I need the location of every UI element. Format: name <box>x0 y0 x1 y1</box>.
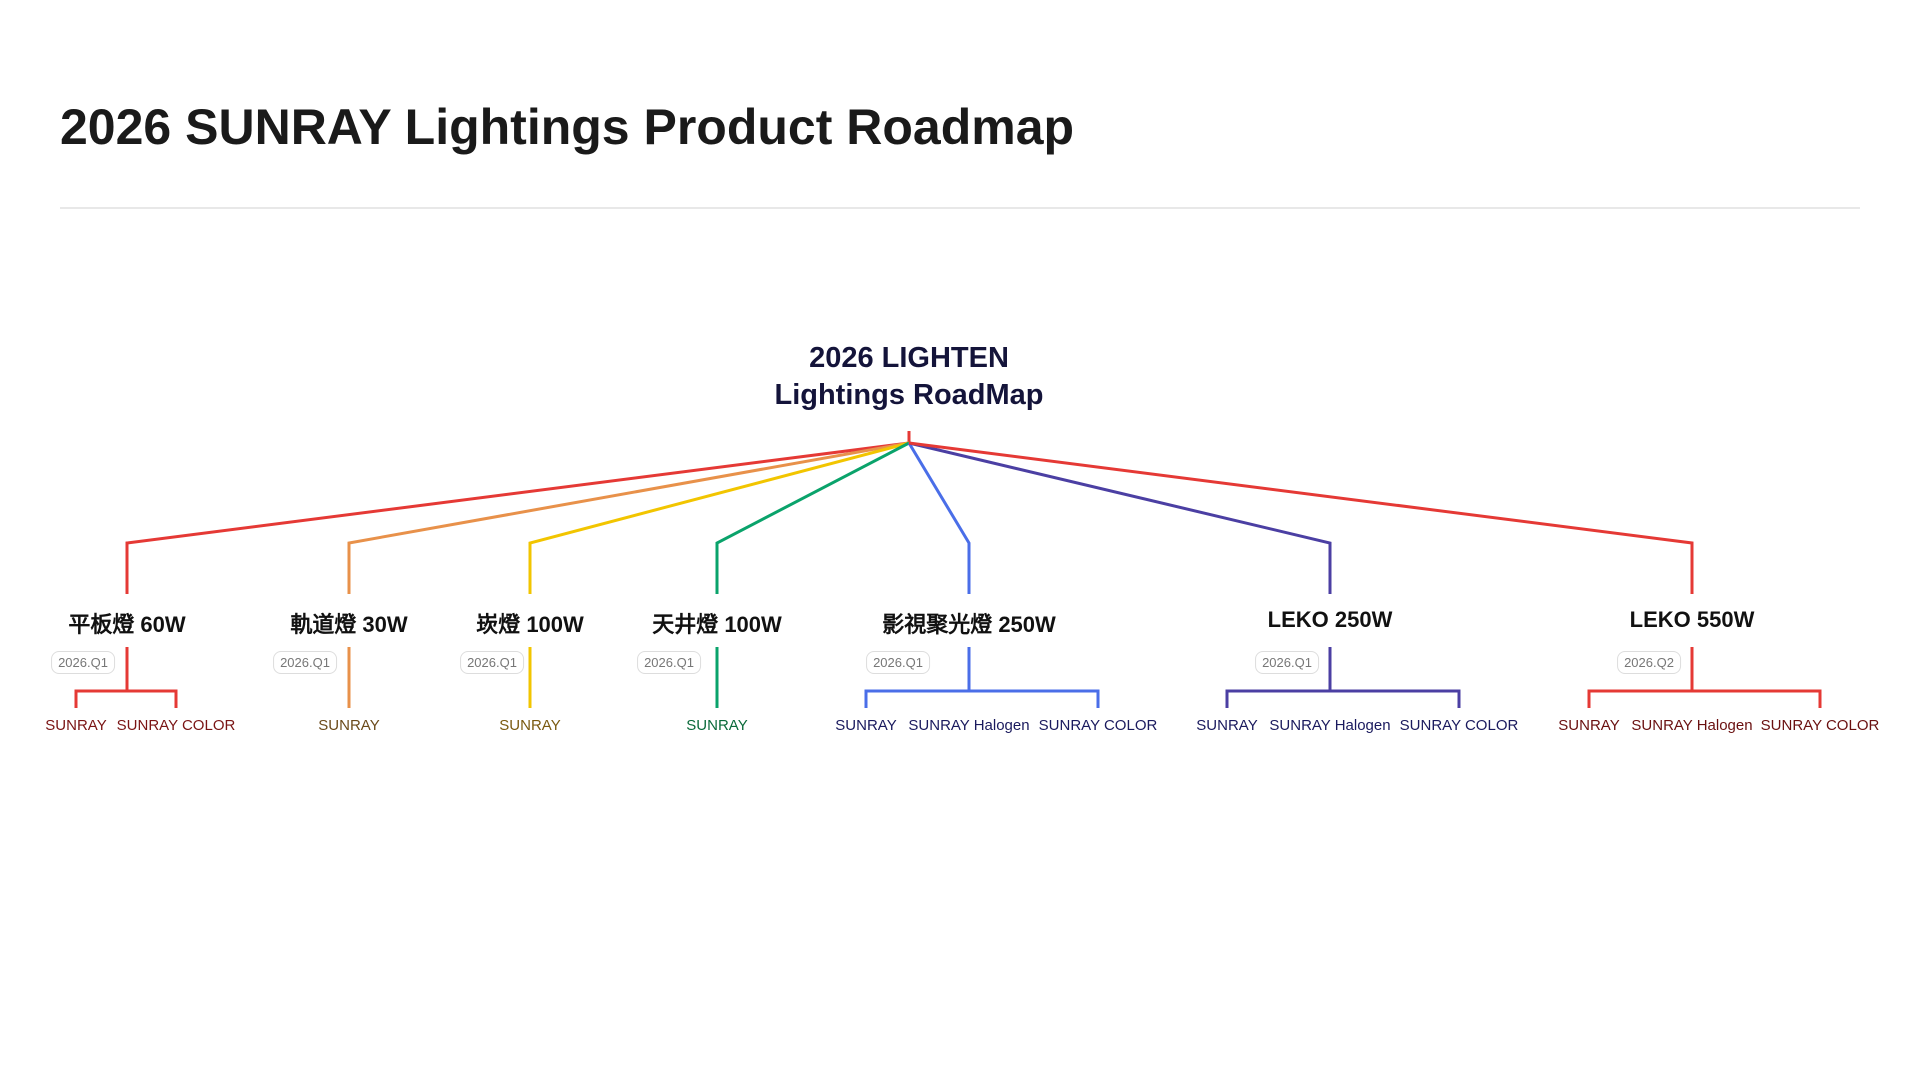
branch-connector <box>907 442 971 594</box>
branch-label: 崁燈 100W <box>476 612 584 637</box>
branch-connector <box>908 441 1332 594</box>
root-node: 2026 LIGHTEN Lightings RoadMap <box>709 340 1109 414</box>
branch-label: 平板燈 60W <box>68 612 186 637</box>
branch-connector <box>125 441 910 594</box>
branch-connector <box>908 441 1694 594</box>
branch-connector <box>715 441 910 594</box>
leaf-label: SUNRAY COLOR <box>1038 717 1158 734</box>
leaf-label: SUNRAY <box>835 717 897 734</box>
leaf-label: SUNRAY <box>1558 717 1620 734</box>
leaf-label: SUNRAY <box>45 717 107 734</box>
leaf-label: SUNRAY Halogen <box>908 717 1030 734</box>
leaf-connector <box>864 647 1100 708</box>
leaf-connector <box>1587 647 1822 708</box>
branch-label: 天井燈 100W <box>652 612 782 637</box>
leaf-label: SUNRAY COLOR <box>1399 717 1519 734</box>
leaf-label: SUNRAY <box>686 717 748 734</box>
date-badge: 2026.Q1 <box>51 651 115 674</box>
date-badge: 2026.Q1 <box>273 651 337 674</box>
date-badge: 2026.Q2 <box>1617 651 1681 674</box>
page-title: 2026 SUNRAY Lightings Product Roadmap <box>60 99 1075 155</box>
leaf-label: SUNRAY <box>499 717 561 734</box>
leaf-label: SUNRAY <box>318 717 380 734</box>
leaf-label: SUNRAY COLOR <box>116 717 236 734</box>
date-badge: 2026.Q1 <box>866 651 930 674</box>
branch-connector <box>347 441 910 594</box>
date-badge: 2026.Q1 <box>460 651 524 674</box>
date-badge: 2026.Q1 <box>637 651 701 674</box>
branch-label: LEKO 550W <box>1629 607 1755 632</box>
branch-label: 軌道燈 30W <box>290 612 408 637</box>
branch-label: LEKO 250W <box>1267 607 1393 632</box>
leaf-label: SUNRAY Halogen <box>1631 717 1753 734</box>
leaf-label: SUNRAY COLOR <box>1760 717 1880 734</box>
leaf-label: SUNRAY Halogen <box>1269 717 1391 734</box>
branch-connector <box>528 441 910 594</box>
leaf-label: SUNRAY <box>1196 717 1258 734</box>
branch-label: 影視聚光燈 250W <box>882 612 1056 637</box>
date-badge: 2026.Q1 <box>1255 651 1319 674</box>
root-line-1: 2026 LIGHTEN <box>809 342 1009 374</box>
leaf-connector <box>74 647 178 708</box>
root-line-2: Lightings RoadMap <box>774 379 1044 411</box>
divider <box>60 207 1860 209</box>
leaf-connector <box>1225 647 1461 708</box>
